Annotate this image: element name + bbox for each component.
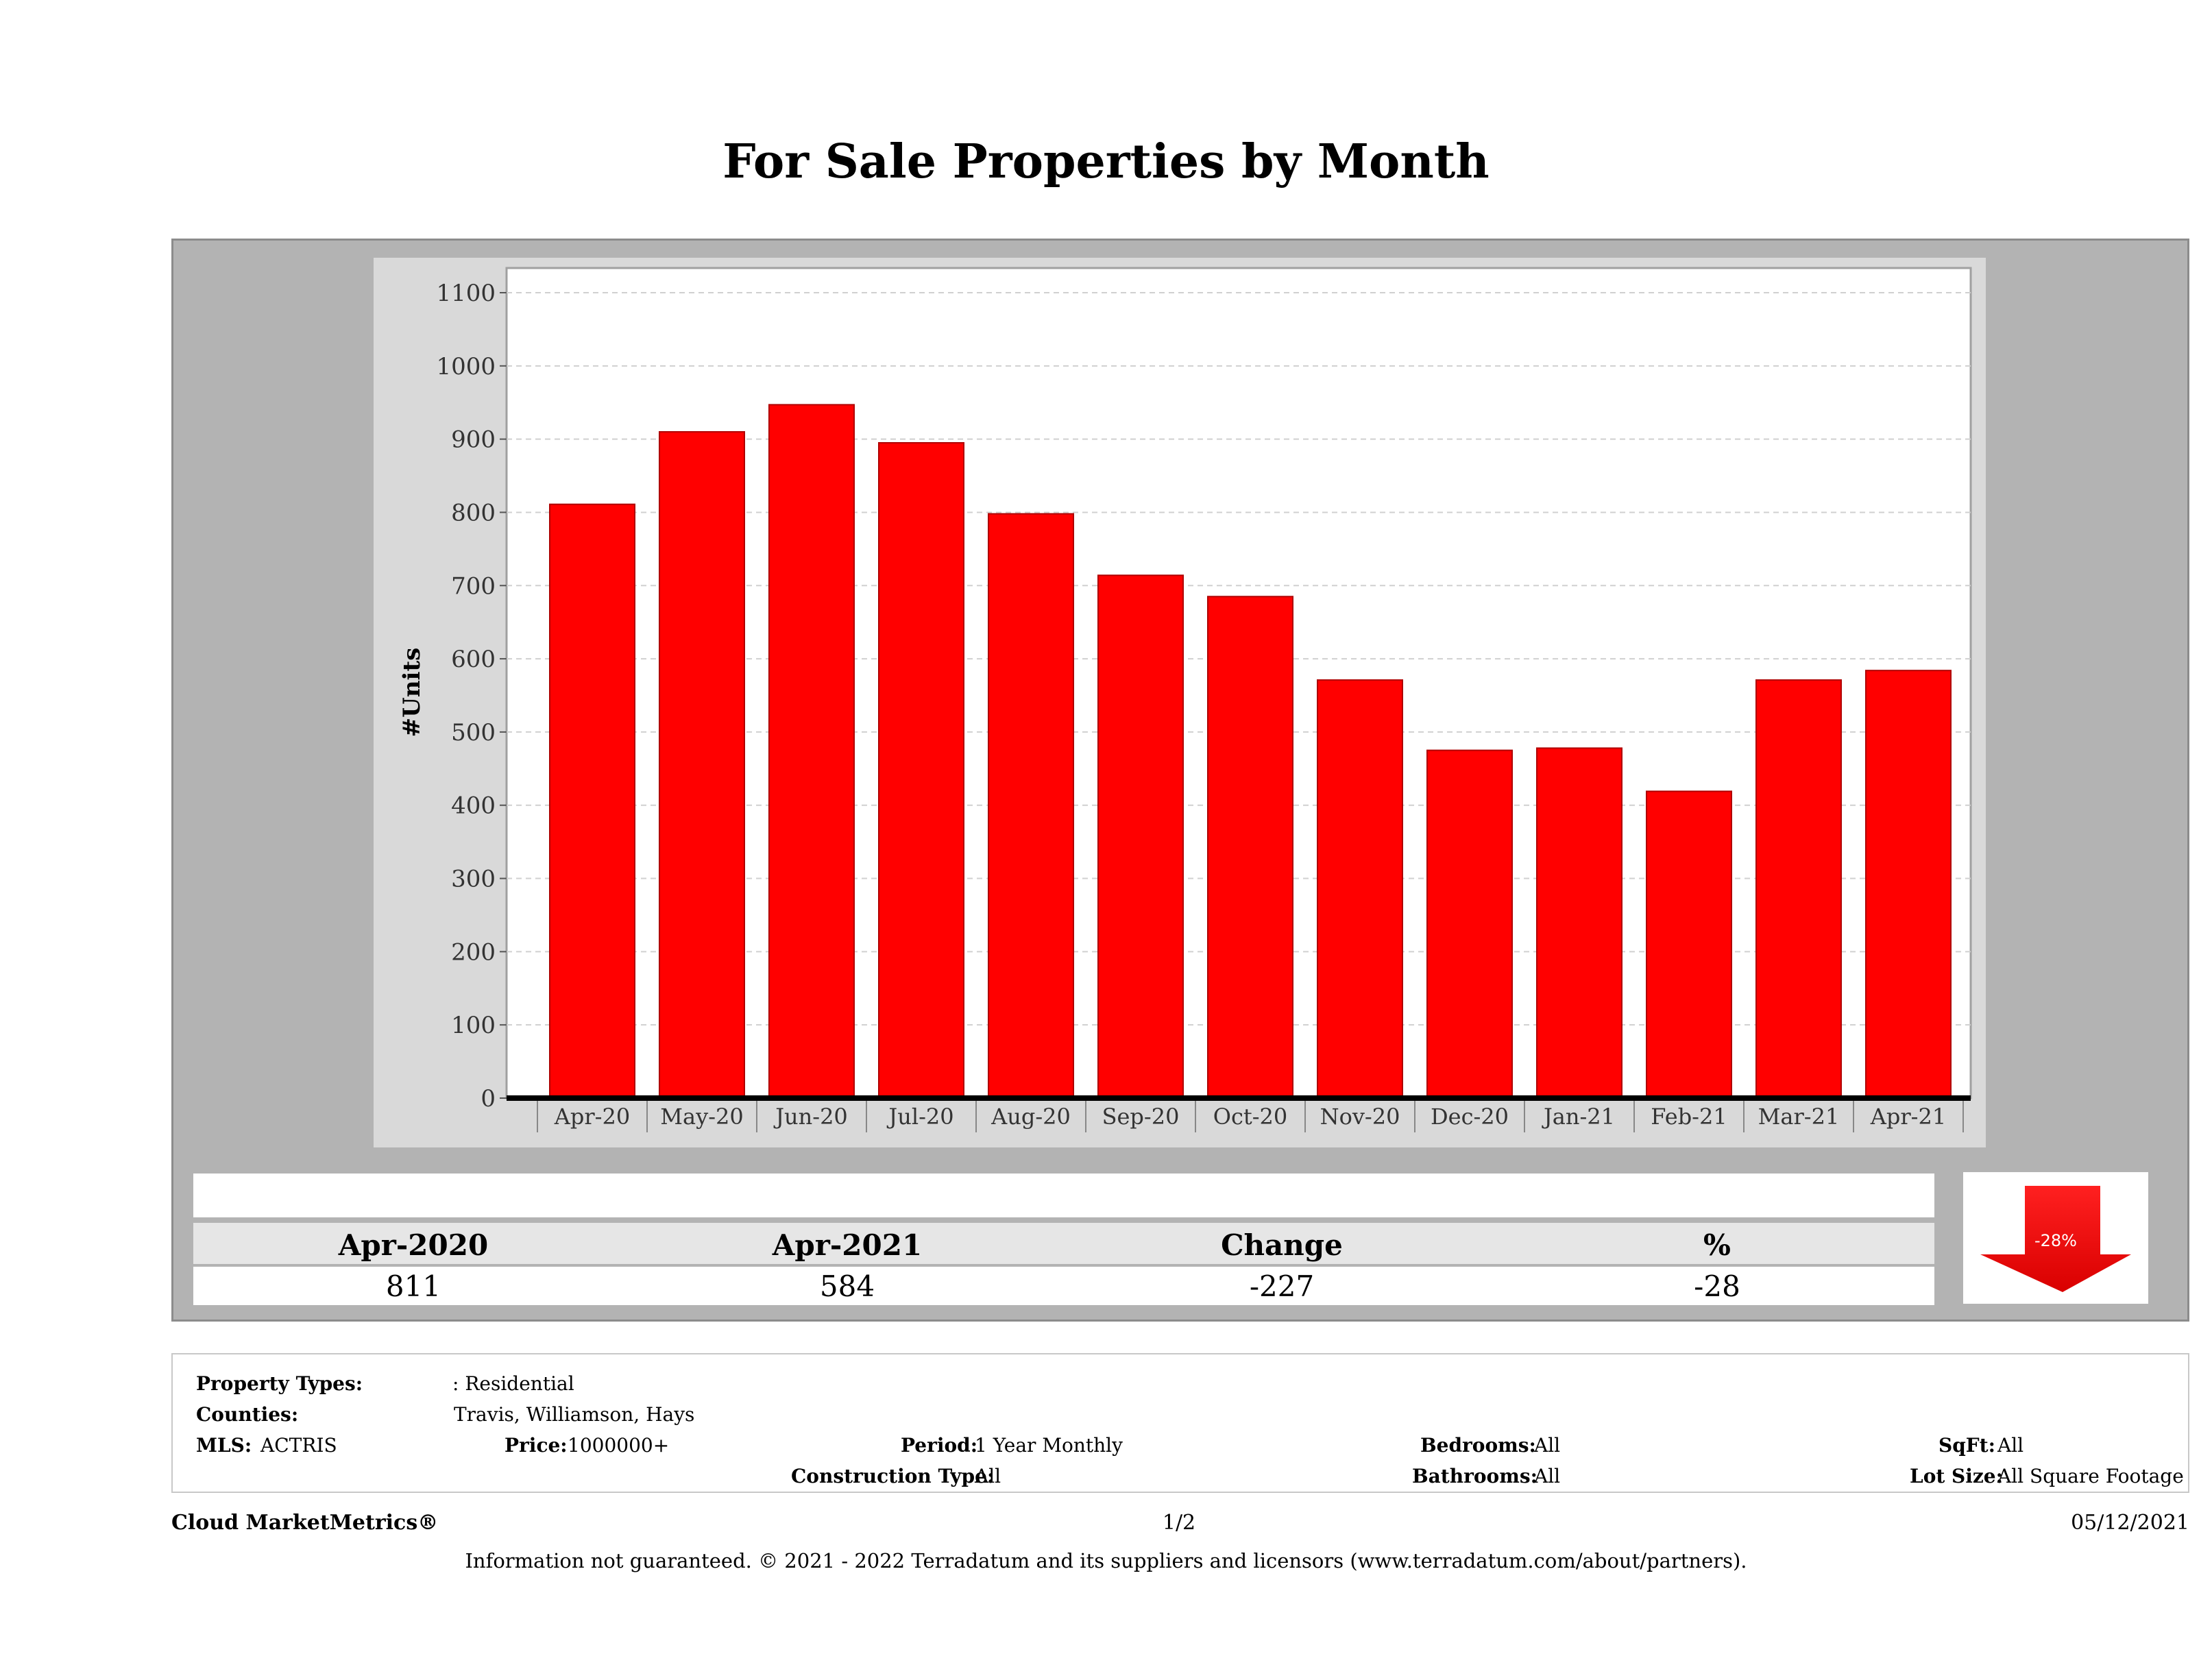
bar [1755, 679, 1842, 1099]
y-tick-label: 500 [451, 719, 496, 746]
bar [659, 430, 745, 1099]
period-value: 1 Year Monthly [975, 1434, 1123, 1457]
bar [549, 503, 635, 1099]
counties-value: Travis, Williamson, Hays [454, 1403, 695, 1426]
filter-panel: Property Types: : Residential Counties: … [171, 1353, 2189, 1493]
price-value: 1000000+ [568, 1434, 670, 1457]
y-tick-label: 700 [451, 572, 496, 600]
summary-header-row: Apr-2020 Apr-2021 Change % [193, 1223, 1934, 1264]
x-tick-label: Aug-20 [990, 1104, 1071, 1130]
y-tick-label: 100 [451, 1012, 496, 1039]
footer-date: 05/12/2021 [2071, 1511, 2189, 1535]
mls-value: ACTRIS [260, 1434, 337, 1457]
bar [1097, 574, 1184, 1099]
x-tick-label: Dec-20 [1431, 1104, 1509, 1130]
y-tick-label: 1000 [436, 353, 496, 380]
bar [768, 404, 855, 1099]
sqft-label: SqFt: [1938, 1434, 1995, 1457]
bar [1317, 679, 1403, 1099]
lot-size-value: All Square Footage [1997, 1465, 2184, 1487]
bar [878, 441, 964, 1099]
footer-brand: Cloud MarketMetrics® [171, 1511, 439, 1535]
x-tick-label: Nov-20 [1320, 1104, 1400, 1130]
bar-chart: 0 100 200 300 400 500 600 700 800 900 1000 1100 Apr-… [398, 267, 1972, 1132]
x-tick-label: Apr-20 [554, 1104, 630, 1130]
x-tick-label: Feb-21 [1651, 1104, 1727, 1130]
chart-title: For Sale Properties by Month [722, 134, 1490, 189]
lot-size-label: Lot Size: [1910, 1465, 2003, 1487]
down-arrow-icon [1980, 1186, 2131, 1292]
bathrooms-value: All [1534, 1465, 1561, 1487]
x-tick-label: Apr-21 [1870, 1104, 1946, 1130]
x-tick-label: Jun-20 [773, 1104, 848, 1130]
x-tick-label: Jan-21 [1542, 1104, 1615, 1130]
counties-label: Counties: [196, 1403, 299, 1426]
summary-header-end: Apr-2021 [772, 1228, 923, 1262]
change-badge-label: -28% [2034, 1231, 2077, 1250]
y-tick-label: 200 [451, 938, 496, 966]
mls-label: MLS: [196, 1434, 252, 1457]
x-tick-label: Mar-21 [1758, 1104, 1840, 1130]
x-tick-label: Sep-20 [1102, 1104, 1180, 1130]
bedrooms-value: All [1534, 1434, 1561, 1457]
summary-value-change: -227 [1249, 1269, 1315, 1303]
x-tick-label: May-20 [660, 1104, 743, 1130]
y-tick-label: 400 [451, 792, 496, 820]
construction-type-label: Construction Type: [791, 1465, 995, 1487]
price-label: Price: [505, 1434, 568, 1457]
property-types-label: Property Types: [196, 1372, 363, 1395]
construction-type-value: All [975, 1465, 1001, 1487]
x-tick-label: Oct-20 [1213, 1104, 1288, 1130]
footer-disclaimer: Information not guaranteed. © 2021 - 202… [465, 1549, 1747, 1572]
summary-value-end: 584 [819, 1269, 875, 1303]
bar [1865, 670, 1952, 1099]
summary-header-percent: % [1703, 1228, 1731, 1262]
y-tick-label: 600 [451, 646, 496, 673]
summary-header-change: Change [1221, 1228, 1343, 1262]
footer-page-number: 1/2 [1162, 1511, 1196, 1535]
change-badge: -28% [1963, 1172, 2148, 1304]
property-types-value: : Residential [452, 1372, 574, 1395]
y-tick-label: 1100 [436, 280, 496, 307]
y-tick-label: 800 [451, 499, 496, 526]
bar [1536, 747, 1622, 1099]
bedrooms-label: Bedrooms: [1420, 1434, 1536, 1457]
y-axis-label: #Units [398, 648, 426, 738]
bar [1646, 790, 1732, 1099]
y-tick-label: 0 [481, 1085, 496, 1112]
summary-header-start: Apr-2020 [338, 1228, 489, 1262]
bar [1207, 596, 1293, 1099]
y-tick-label: 900 [451, 426, 496, 454]
bar [1426, 749, 1513, 1099]
sqft-value: All [1997, 1434, 2024, 1457]
summary-spacer [193, 1174, 1934, 1217]
bar [988, 513, 1074, 1099]
bathrooms-label: Bathrooms: [1412, 1465, 1538, 1487]
summary-value-row: 811 584 -227 -28 [193, 1267, 1934, 1305]
x-tick-label: Jul-20 [886, 1104, 953, 1130]
y-tick-label: 300 [451, 866, 496, 893]
period-label: Period: [901, 1434, 978, 1457]
summary-value-percent: -28 [1694, 1269, 1740, 1303]
summary-value-start: 811 [385, 1269, 441, 1303]
